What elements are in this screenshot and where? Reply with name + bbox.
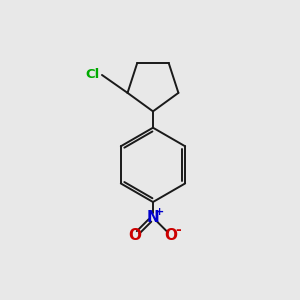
Text: O: O <box>164 228 177 243</box>
Text: N: N <box>147 210 159 225</box>
Text: O: O <box>129 228 142 243</box>
Text: -: - <box>175 223 181 237</box>
Text: Cl: Cl <box>85 68 100 81</box>
Text: +: + <box>155 206 164 217</box>
